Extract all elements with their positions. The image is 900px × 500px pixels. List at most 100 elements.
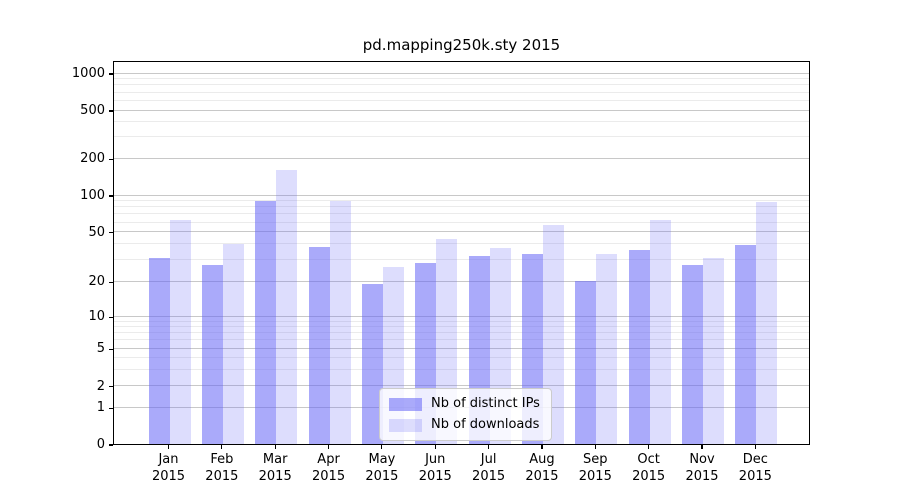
gridline-major (114, 347, 809, 349)
bar-distinct-ips-dec (735, 245, 757, 444)
gridline-minor (114, 121, 809, 123)
bar-distinct-ips-oct (628, 249, 650, 444)
x-tick-year: 2015 (738, 469, 772, 484)
x-tick-month: Jan (158, 452, 179, 467)
bar-downloads-jan (169, 220, 191, 444)
x-tick-year: 2015 (205, 469, 239, 484)
x-tick-year: 2015 (365, 469, 399, 484)
x-tick-label: Oct 2015 (617, 451, 681, 485)
y-tick-mark (109, 158, 113, 160)
y-tick-mark (109, 73, 113, 75)
bar-distinct-ips-apr (308, 246, 330, 444)
gridline-minor (114, 136, 809, 138)
bar-distinct-ips-mar (255, 200, 277, 444)
y-tick-label: 5 (96, 341, 105, 357)
x-tick-month: Sep (583, 452, 608, 467)
x-tick-month: Jul (480, 452, 497, 467)
x-tick-label: Nov 2015 (670, 451, 734, 485)
y-tick-mark (109, 348, 113, 350)
x-tick-mark (221, 445, 223, 449)
x-tick-month: Apr (317, 452, 340, 467)
bar-downloads-dec (756, 202, 778, 444)
gridline-major (114, 231, 809, 233)
legend-entry-distinct-ips: Nb of distinct IPs (389, 396, 540, 412)
bar-distinct-ips-nov (682, 265, 703, 444)
x-tick-year: 2015 (472, 469, 506, 484)
bar-downloads-mar (276, 170, 298, 444)
bar-distinct-ips-jan (148, 257, 170, 444)
gridline-minor (114, 91, 809, 93)
legend-label-distinct-ips: Nb of distinct IPs (431, 396, 540, 411)
x-tick-month: Jun (425, 452, 446, 467)
gridline-minor (114, 258, 809, 260)
y-tick-mark (109, 110, 113, 112)
x-tick-month: May (368, 452, 396, 467)
x-tick-label: May 2015 (350, 451, 414, 485)
y-tick-mark (109, 386, 113, 388)
x-tick-label: Apr 2015 (297, 451, 361, 485)
x-tick-mark (381, 445, 383, 449)
bar-downloads-apr (329, 200, 351, 444)
bar-downloads-oct (649, 220, 671, 444)
gridline-minor (114, 243, 809, 245)
x-tick-mark (488, 445, 490, 449)
legend: Nb of distinct IPs Nb of downloads (379, 388, 552, 441)
x-tick-mark (434, 445, 436, 449)
chart-title: pd.mapping250k.sty 2015 (362, 36, 561, 54)
x-tick-label: Jun 2015 (403, 451, 467, 485)
legend-swatch-downloads (389, 418, 422, 432)
x-tick-year: 2015 (418, 469, 452, 484)
bar-downloads-nov (703, 257, 724, 444)
x-tick-year: 2015 (151, 469, 186, 484)
x-tick-month: Feb (210, 452, 234, 467)
x-tick-mark (274, 445, 276, 449)
gridline-major (114, 109, 809, 111)
gridline-major (114, 315, 809, 317)
x-tick-label: Jan 2015 (137, 451, 201, 485)
x-tick-label: Jul 2015 (457, 451, 521, 485)
x-tick-month: Nov (689, 452, 715, 467)
gridline-minor (114, 326, 809, 328)
x-tick-year: 2015 (312, 469, 346, 484)
gridline-minor (114, 368, 809, 370)
x-tick-mark (754, 445, 756, 449)
y-tick-label: 500 (80, 102, 105, 118)
y-tick-label: 100 (80, 188, 105, 203)
y-tick-label: 0 (96, 437, 105, 452)
gridline-minor (114, 320, 809, 322)
y-tick-label: 200 (80, 151, 105, 167)
y-tick-label: 50 (88, 224, 105, 240)
y-tick-mark (109, 316, 113, 318)
y-tick-label: 2 (96, 378, 105, 394)
x-tick-month: Mar (262, 452, 288, 467)
x-tick-mark (648, 445, 650, 449)
x-tick-year: 2015 (578, 469, 612, 484)
y-tick-mark (109, 407, 113, 409)
gridline-minor (114, 213, 809, 215)
gridline-major (114, 72, 809, 74)
gridline-minor (114, 78, 809, 80)
gridline-major (114, 280, 809, 282)
y-tick-label: 1000 (71, 66, 105, 82)
legend-swatch-distinct-ips (389, 397, 422, 411)
legend-entry-downloads: Nb of downloads (389, 417, 540, 433)
y-tick-label: 1 (96, 400, 105, 416)
x-tick-year: 2015 (685, 469, 719, 484)
bar-distinct-ips-sep (575, 281, 597, 444)
x-tick-label: Feb 2015 (190, 451, 254, 485)
x-tick-mark (327, 445, 330, 449)
plot-area: Nb of distinct IPs Nb of downloads (113, 61, 810, 445)
x-tick-month: Aug (529, 452, 555, 467)
x-tick-label: Sep 2015 (563, 451, 627, 485)
gridline-major (114, 385, 809, 387)
bar-downloads-sep (596, 254, 618, 444)
x-tick-year: 2015 (525, 469, 559, 484)
x-tick-label: Mar 2015 (243, 451, 307, 485)
gridline-minor (114, 332, 809, 334)
x-tick-mark (594, 445, 596, 449)
gridline-minor (114, 356, 809, 358)
gridline-minor (114, 84, 809, 86)
gridline-minor (114, 339, 809, 341)
gridline-minor (114, 221, 809, 223)
